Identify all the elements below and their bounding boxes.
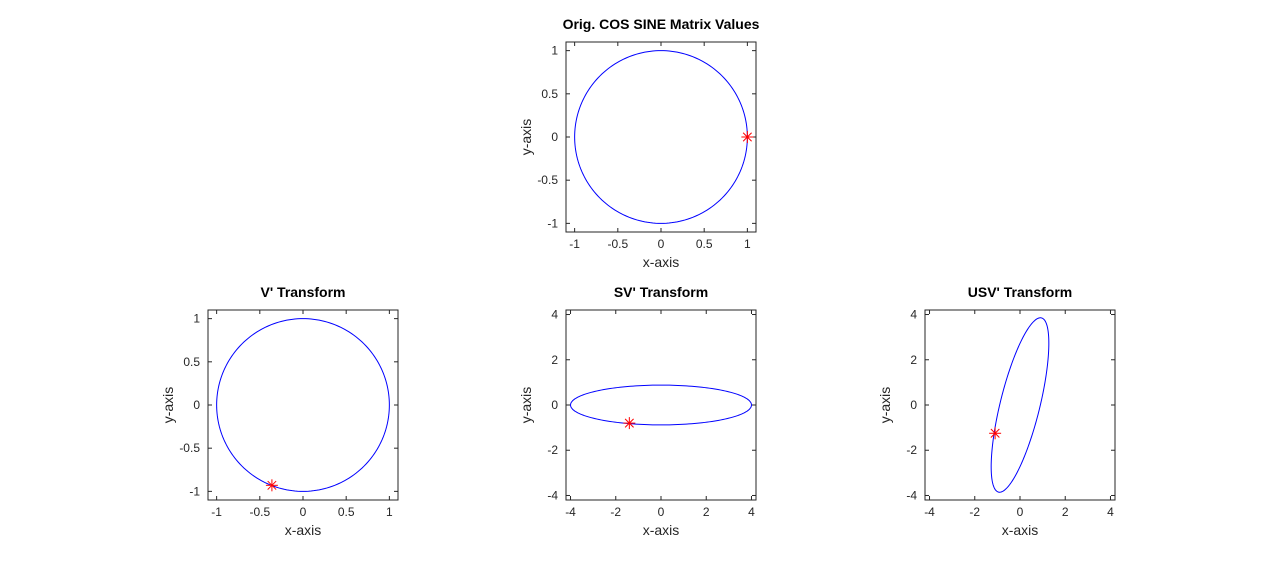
x-tick-label: 0.5	[696, 237, 713, 251]
y-tick-label: -0.5	[179, 441, 200, 455]
x-axis-label: x-axis	[285, 522, 322, 538]
asterisk-marker	[741, 131, 754, 143]
y-tick-label: 0.5	[183, 355, 200, 369]
y-tick-label: -0.5	[537, 173, 558, 187]
x-tick-label: 0	[658, 237, 665, 251]
ellipse-series-line	[990, 317, 1050, 493]
y-tick-label: 1	[193, 312, 200, 326]
x-tick-label: 2	[1062, 505, 1069, 519]
marker-stroke	[267, 480, 277, 490]
x-tick-label: 4	[748, 505, 755, 519]
ellipse-series-line	[570, 384, 752, 426]
y-tick-label: 0	[193, 398, 200, 412]
chart-title: USV' Transform	[968, 284, 1072, 300]
y-tick-label: 4	[551, 308, 558, 322]
x-tick-label: -1	[569, 237, 580, 251]
x-tick-label: 2	[703, 505, 710, 519]
x-tick-label: -4	[924, 505, 935, 519]
marker-stroke	[990, 428, 1000, 438]
y-tick-label: 0.5	[541, 87, 558, 101]
x-axis-label: x-axis	[643, 522, 680, 538]
y-tick-label: 0	[551, 130, 558, 144]
y-axis-label: y-axis	[518, 119, 534, 156]
y-tick-label: -4	[906, 488, 917, 502]
x-tick-label: -0.5	[607, 237, 628, 251]
y-tick-label: -2	[547, 443, 558, 457]
chart-title: SV' Transform	[614, 284, 708, 300]
plot-area	[924, 309, 1116, 501]
usv-transform-plot: USV' Transform -4 -2 0 2 4 -4 -2 0 2 4 x-axis y-axis	[877, 284, 1116, 538]
marker-stroke	[624, 418, 634, 428]
x-tick-label: 0.5	[338, 505, 355, 519]
y-tick-label: 0	[551, 398, 558, 412]
plot-area	[207, 309, 399, 501]
y-tick-label: 1	[551, 44, 558, 58]
x-tick-label: -1	[211, 505, 222, 519]
x-tick-label: -0.5	[249, 505, 270, 519]
orig-plot: Orig. COS SINE Matrix Values -1 -0.5 0 0.5 1 -…	[518, 16, 760, 270]
ellipse-series-line	[574, 50, 748, 224]
x-tick-label: -2	[610, 505, 621, 519]
x-tick-label: -2	[969, 505, 980, 519]
y-tick-label: -4	[547, 488, 558, 502]
y-axis-label: y-axis	[518, 387, 534, 424]
chart-title: Orig. COS SINE Matrix Values	[563, 16, 760, 32]
marker-stroke	[742, 132, 752, 142]
ellipse-series-line	[216, 318, 390, 492]
y-tick-label: -1	[547, 216, 558, 230]
y-tick-label: 0	[910, 398, 917, 412]
y-tick-label: 4	[910, 308, 917, 322]
y-tick-label: -2	[906, 443, 917, 457]
asterisk-marker	[265, 479, 278, 492]
asterisk-marker	[989, 427, 1002, 440]
x-tick-label: 0	[658, 505, 665, 519]
y-tick-label: -1	[189, 484, 200, 498]
x-tick-label: 1	[386, 505, 393, 519]
x-tick-label: 4	[1107, 505, 1114, 519]
x-tick-label: 1	[744, 237, 751, 251]
x-axis-label: x-axis	[643, 254, 680, 270]
x-tick-label: 0	[300, 505, 307, 519]
x-axis-label: x-axis	[1002, 522, 1039, 538]
y-axis-label: y-axis	[877, 387, 893, 424]
chart-title: V' Transform	[260, 284, 345, 300]
y-tick-label: 2	[551, 353, 558, 367]
plot-area	[565, 309, 757, 501]
y-tick-label: 2	[910, 353, 917, 367]
asterisk-marker	[623, 417, 636, 430]
x-tick-label: 0	[1017, 505, 1024, 519]
plot-area	[565, 41, 757, 233]
y-axis-label: y-axis	[160, 387, 176, 424]
v-transform-plot: V' Transform -1 -0.5 0 0.5 1 -1 -0.5 0 0.5 1 x-axis…	[160, 284, 399, 538]
x-tick-label: -4	[565, 505, 576, 519]
sv-transform-plot: SV' Transform -4 -2 0 2 4 -4 -2 0 2 4 x-axis y-axis	[518, 284, 757, 538]
